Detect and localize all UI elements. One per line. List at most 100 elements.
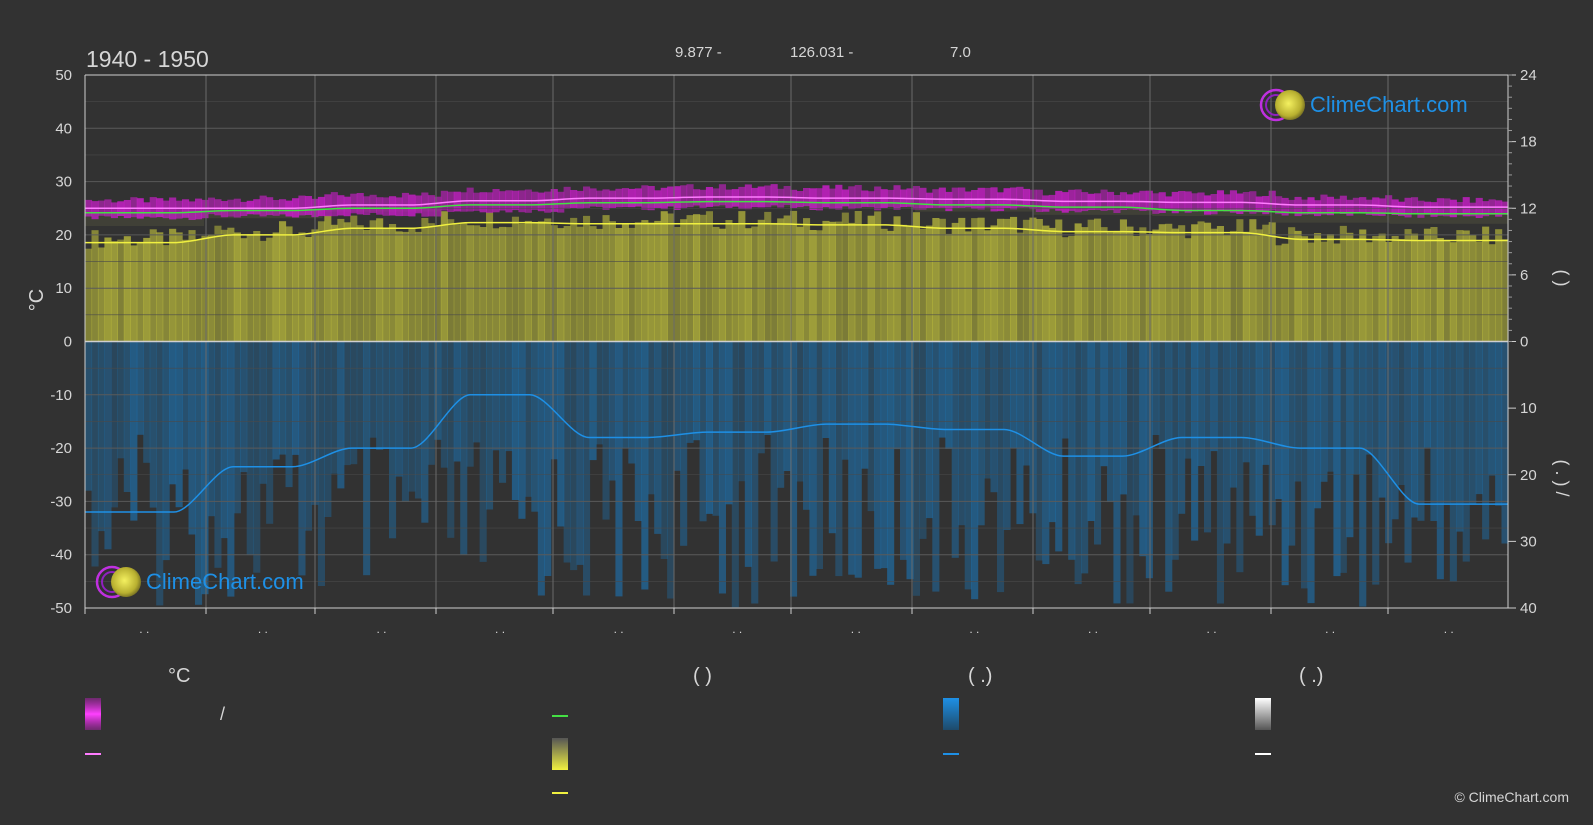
temperature-column — [1204, 195, 1212, 215]
sunshine-column — [1320, 241, 1328, 342]
sunshine-column — [363, 229, 371, 342]
sunshine-column — [912, 212, 920, 342]
sunshine-column — [867, 215, 875, 342]
precipitation-column — [427, 341, 435, 465]
precipitation-column — [1288, 341, 1296, 546]
sunshine-column — [1430, 227, 1438, 342]
sunshine-column — [815, 230, 823, 342]
precipitation-column — [887, 341, 895, 585]
precipitation-column — [1022, 341, 1030, 466]
sunshine-column — [279, 221, 287, 342]
sunshine-column — [718, 228, 726, 342]
precipitation-column — [1081, 341, 1089, 574]
precipitation-column — [1223, 341, 1231, 544]
precipitation-column — [1171, 341, 1179, 560]
legend-snow-mean-swatch — [1255, 753, 1271, 755]
temperature-column — [938, 187, 946, 208]
temperature-column — [537, 192, 545, 212]
temperature-column — [259, 195, 267, 217]
temperature-column — [1016, 186, 1024, 208]
precipitation-column — [951, 341, 959, 558]
sunshine-column — [1100, 227, 1108, 342]
precipitation-column — [1346, 341, 1354, 538]
precipitation-column — [757, 341, 765, 454]
temperature-mean-line — [85, 196, 1508, 209]
temperature-column — [201, 199, 209, 219]
temperature-column — [479, 192, 487, 213]
temperature-column — [997, 192, 1005, 212]
temperature-column — [1430, 202, 1438, 217]
temperature-column — [1165, 196, 1173, 211]
precipitation-column — [796, 341, 804, 482]
precipitation-column — [699, 341, 707, 522]
sunshine-column — [790, 210, 798, 342]
sunshine-column — [91, 230, 99, 342]
precipitation-column — [537, 341, 545, 596]
precipitation-column — [783, 341, 791, 471]
sunshine-column — [220, 229, 228, 342]
temperature-column — [1294, 196, 1302, 217]
sunshine-column — [1372, 236, 1380, 342]
temperature-column — [207, 197, 215, 215]
temperature-column — [376, 197, 384, 215]
precipitation-column — [207, 341, 215, 517]
legend-sunshine-heading: ( ) — [693, 665, 712, 687]
temperature-column — [783, 186, 791, 205]
sunshine-column — [544, 218, 552, 342]
temperature-column — [1010, 187, 1018, 210]
sunshine-column — [712, 226, 720, 342]
temperature-column — [1365, 199, 1373, 215]
precipitation-column — [266, 341, 274, 524]
temperature-column — [162, 200, 170, 219]
precipitation-column — [1339, 341, 1347, 573]
temperature-column — [1229, 190, 1237, 213]
precipitation-column — [304, 341, 312, 531]
elevation-text: 7.0 — [950, 44, 971, 61]
sunshine-column — [1333, 243, 1341, 342]
temperature-column — [809, 188, 817, 210]
temperature-column — [440, 190, 448, 211]
sunshine-column — [1074, 223, 1082, 342]
sunshine-column — [259, 240, 267, 342]
sunshine-column — [285, 226, 293, 342]
sunshine-column — [1171, 228, 1179, 342]
temperature-column — [1385, 195, 1393, 214]
chart-title: 1940 - 1950 — [86, 46, 209, 72]
precipitation-column — [583, 341, 591, 596]
sunshine-column — [434, 226, 442, 342]
temperature-column — [686, 184, 694, 208]
sunshine-column — [1022, 219, 1030, 342]
temperature-column — [1378, 198, 1386, 216]
temperature-column — [1391, 199, 1399, 215]
precipitation-column — [1378, 341, 1386, 498]
sunshine-column — [537, 221, 545, 342]
temperature-column — [544, 191, 552, 213]
precipitation-column — [466, 341, 474, 467]
precipitation-column — [175, 341, 183, 508]
precipitation-column — [563, 341, 571, 563]
sunshine-column — [524, 220, 532, 342]
temperature-column — [123, 200, 131, 219]
precipitation-column — [848, 341, 856, 575]
sunshine-column — [266, 237, 274, 342]
precipitation-column — [1236, 341, 1244, 573]
temperature-column — [1326, 196, 1334, 216]
precipitation-column — [414, 341, 422, 499]
sunshine-column — [330, 224, 338, 342]
precipitation-column — [997, 341, 1005, 593]
sunshine-column — [880, 228, 888, 342]
sunshine-column — [1229, 230, 1237, 342]
sunshine-column — [906, 226, 914, 342]
logo-bottom: ClimeChart.com — [94, 563, 304, 601]
precipitation-column — [854, 341, 862, 578]
temperature-column — [427, 195, 435, 217]
logo-top: ClimeChart.com — [1258, 86, 1468, 124]
precipitation-column — [486, 341, 494, 510]
sunshine-column — [453, 224, 461, 342]
sunshine-column — [195, 240, 203, 342]
precipitation-column — [169, 341, 177, 485]
precipitation-column — [693, 341, 701, 441]
temperature-column — [667, 186, 675, 207]
temperature-column — [738, 186, 746, 210]
temperature-column — [815, 188, 823, 211]
